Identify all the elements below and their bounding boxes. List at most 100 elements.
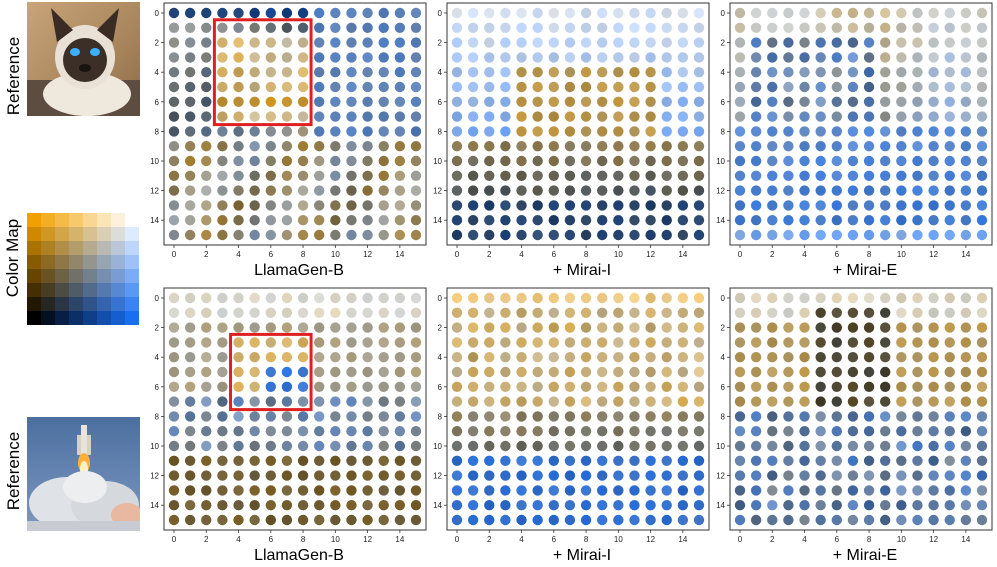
grid-dot bbox=[645, 440, 656, 452]
grid-dot bbox=[912, 396, 923, 407]
grid-dot bbox=[249, 440, 260, 452]
grid-dot bbox=[783, 229, 794, 241]
grid-dot bbox=[767, 229, 778, 241]
grid-dot bbox=[767, 322, 778, 333]
grid-dot bbox=[217, 141, 228, 152]
grid-dot bbox=[693, 337, 705, 348]
grid-dot bbox=[233, 81, 244, 93]
grid-dot bbox=[880, 37, 891, 48]
colormap-cell bbox=[69, 269, 84, 284]
grid-dot bbox=[249, 337, 260, 348]
grid-dot bbox=[168, 229, 180, 241]
grid-dot bbox=[314, 126, 325, 137]
grid-dot bbox=[629, 37, 640, 48]
grid-dot bbox=[693, 307, 705, 318]
grid-dot bbox=[394, 381, 406, 392]
grid-dot bbox=[613, 307, 624, 318]
y-tick-label: 14 bbox=[716, 216, 725, 225]
grid-dot bbox=[629, 170, 640, 181]
grid-dot bbox=[484, 111, 495, 122]
grid-dot bbox=[799, 215, 810, 226]
y-tick-label: 6 bbox=[155, 383, 160, 392]
grid-dot bbox=[597, 396, 608, 407]
grid-dot bbox=[330, 426, 341, 437]
grid-dot bbox=[767, 485, 778, 496]
grid-dot bbox=[831, 514, 842, 526]
grid-dot bbox=[500, 81, 511, 93]
grid-dot bbox=[217, 67, 228, 78]
grid-dot bbox=[677, 215, 689, 226]
grid-dot bbox=[693, 7, 705, 19]
grid-dot bbox=[645, 307, 656, 318]
grid-dot bbox=[734, 500, 746, 511]
panel-top-mirai-e: 0 2 4 6 8 10 12 14 0 2 4 6 8 10 12 14 bbox=[712, 2, 994, 261]
grid-dot bbox=[799, 155, 810, 167]
grid-dot bbox=[645, 229, 656, 241]
grid-dot bbox=[564, 215, 576, 226]
grid-dot bbox=[944, 96, 955, 108]
grid-dot bbox=[532, 67, 543, 78]
grid-dot bbox=[346, 352, 357, 363]
grid-dot bbox=[928, 155, 939, 167]
grid-dot bbox=[297, 126, 309, 137]
grid-dot bbox=[410, 37, 422, 48]
grid-dot bbox=[750, 440, 762, 452]
grid-dot bbox=[217, 485, 228, 496]
grid-dot bbox=[378, 52, 389, 63]
grid-dot bbox=[330, 485, 341, 496]
panel-top-llamagen: 0 2 4 6 8 10 12 14 0 2 4 6 8 10 12 14 bbox=[146, 2, 428, 261]
grid-dot bbox=[734, 352, 746, 363]
grid-dot bbox=[847, 155, 859, 167]
grid-dot bbox=[233, 215, 244, 226]
grid-dot bbox=[815, 37, 826, 48]
grid-dot bbox=[184, 7, 196, 19]
grid-dot bbox=[613, 52, 624, 63]
grid-dot bbox=[613, 352, 624, 363]
grid-dot bbox=[863, 514, 875, 526]
grid-dot bbox=[168, 322, 180, 333]
grid-dot bbox=[500, 200, 511, 211]
grid-dot bbox=[451, 337, 463, 348]
grid-dot bbox=[484, 514, 495, 526]
grid-dot bbox=[645, 155, 656, 167]
grid-dot bbox=[847, 352, 859, 363]
rocket-reference-image bbox=[27, 417, 143, 531]
grid-dot bbox=[944, 514, 955, 526]
grid-dot bbox=[532, 155, 543, 167]
grid-dot bbox=[783, 514, 794, 526]
grid-dot bbox=[693, 500, 705, 511]
grid-dot bbox=[880, 215, 891, 226]
grid-dot bbox=[750, 185, 762, 196]
grid-dot bbox=[629, 52, 640, 63]
grid-dot bbox=[580, 470, 592, 481]
grid-dot bbox=[645, 396, 656, 407]
grid-dot bbox=[184, 322, 196, 333]
grid-dot bbox=[597, 170, 608, 181]
grid-dot bbox=[217, 292, 228, 304]
grid-dot bbox=[613, 411, 624, 422]
grid-dot bbox=[960, 111, 972, 122]
grid-dot bbox=[265, 141, 276, 152]
grid-dot bbox=[451, 7, 463, 19]
grid-dot bbox=[532, 200, 543, 211]
colormap-cell bbox=[69, 297, 84, 312]
grid-dot bbox=[314, 200, 325, 211]
y-tick-label: 8 bbox=[438, 127, 443, 136]
grid-dot bbox=[548, 111, 559, 122]
grid-dot bbox=[912, 229, 923, 241]
grid-dot bbox=[281, 185, 293, 196]
grid-dot bbox=[233, 337, 244, 348]
grid-dot bbox=[976, 514, 988, 526]
grid-dot bbox=[394, 37, 406, 48]
grid-dot bbox=[580, 396, 592, 407]
grid-dot bbox=[767, 155, 778, 167]
grid-dot bbox=[661, 411, 672, 422]
grid-dot bbox=[831, 426, 842, 437]
grid-dot bbox=[281, 470, 293, 481]
grid-dot bbox=[928, 215, 939, 226]
grid-dot bbox=[863, 111, 875, 122]
grid-dot bbox=[362, 307, 373, 318]
y-tick-label: 4 bbox=[438, 353, 443, 362]
grid-dot bbox=[516, 185, 527, 196]
grid-dot bbox=[661, 7, 672, 19]
